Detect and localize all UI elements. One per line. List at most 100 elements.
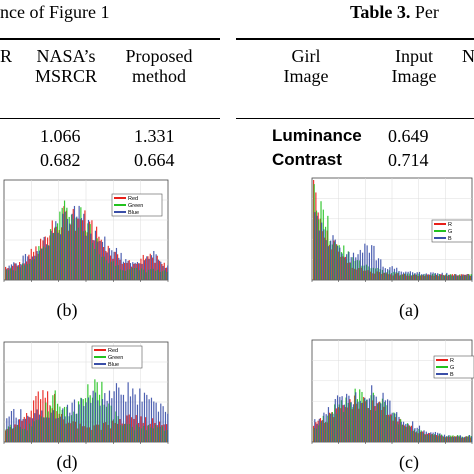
red-bar xyxy=(424,434,426,442)
blue-bar xyxy=(448,435,450,442)
blue-bar xyxy=(462,437,464,442)
blue-bar xyxy=(427,274,430,280)
red-bar xyxy=(72,208,74,280)
left-table-cell: 1.066 xyxy=(40,126,81,146)
blue-bar xyxy=(314,212,316,280)
blue-bar xyxy=(143,392,146,442)
green-bar xyxy=(450,274,452,280)
blue-bar xyxy=(402,421,405,442)
blue-bar xyxy=(120,394,122,442)
blue-bar xyxy=(118,387,120,442)
blue-bar xyxy=(94,230,97,280)
red-bar xyxy=(390,274,392,280)
green-bar xyxy=(381,269,384,280)
green-bar xyxy=(370,268,372,280)
blue-bar xyxy=(443,275,446,280)
blue-bar xyxy=(334,239,336,280)
red-bar xyxy=(454,274,456,280)
blue-bar xyxy=(43,237,45,280)
green-bar xyxy=(381,398,384,442)
blue-bar xyxy=(430,432,432,442)
red-bar xyxy=(363,270,365,280)
red-bar xyxy=(456,435,458,442)
legend-entry: G xyxy=(448,229,452,235)
blue-bar xyxy=(122,261,125,280)
blue-bar xyxy=(20,264,22,280)
green-bar xyxy=(377,404,379,442)
blue-bar xyxy=(446,272,448,280)
blue-bar xyxy=(343,404,345,442)
green-bar xyxy=(140,268,143,280)
green-bar xyxy=(331,244,334,280)
green-bar xyxy=(468,274,470,280)
red-bar xyxy=(149,253,151,280)
legend-entry: B xyxy=(450,372,454,378)
blue-bar xyxy=(162,406,164,442)
blue-bar xyxy=(409,427,411,442)
green-bar xyxy=(402,274,404,280)
green-bar xyxy=(340,252,343,280)
red-bar xyxy=(454,436,456,442)
red-bar xyxy=(369,271,372,280)
green-bar xyxy=(340,400,343,442)
blue-bar xyxy=(113,391,115,442)
blue-bar xyxy=(462,274,464,280)
red-bar xyxy=(324,237,326,280)
blue-bar xyxy=(94,392,97,442)
blue-bar xyxy=(153,401,155,442)
blue-bar xyxy=(323,229,325,280)
green-bar xyxy=(61,409,63,442)
blue-bar xyxy=(36,409,38,442)
blue-bar xyxy=(127,260,129,280)
blue-bar xyxy=(336,245,339,280)
blue-bar xyxy=(160,261,162,280)
blue-bar xyxy=(57,417,59,442)
blue-bar xyxy=(373,395,375,442)
red-bar xyxy=(394,417,397,442)
green-bar xyxy=(154,424,157,442)
right-table-caption-label: Table 3. xyxy=(350,2,411,22)
left-table-caption: nce of Figure 1 xyxy=(0,2,110,22)
legend-entry: Green xyxy=(128,203,143,209)
blue-bar xyxy=(13,408,15,442)
left-table-cell: 0.664 xyxy=(134,150,175,170)
blue-bar xyxy=(6,268,8,280)
red-bar xyxy=(322,419,324,442)
blue-bar xyxy=(323,412,325,442)
legend-entry: Blue xyxy=(128,210,139,216)
green-bar xyxy=(409,425,411,442)
blue-bar xyxy=(136,261,139,280)
blue-bar xyxy=(357,401,359,442)
red-bar xyxy=(326,422,328,442)
blue-bar xyxy=(359,400,361,442)
blue-bar xyxy=(43,417,45,442)
blue-bar xyxy=(22,255,24,280)
red-bar xyxy=(360,403,362,442)
blue-bar xyxy=(377,258,380,280)
blue-bar xyxy=(17,419,20,442)
blue-bar xyxy=(50,412,52,442)
green-bar xyxy=(463,437,465,442)
blue-bar xyxy=(160,403,162,442)
red-bar xyxy=(338,407,340,442)
red-bar xyxy=(79,423,81,442)
blue-bar xyxy=(375,260,377,280)
blue-bar xyxy=(41,410,43,442)
red-bar xyxy=(433,435,435,442)
blue-bar xyxy=(412,272,414,280)
blue-bar xyxy=(441,435,443,442)
green-bar xyxy=(397,424,399,442)
blue-bar xyxy=(66,218,69,280)
blue-bar xyxy=(466,436,468,442)
blue-bar xyxy=(423,273,425,280)
blue-bar xyxy=(359,249,361,280)
blue-bar xyxy=(464,436,466,442)
blue-bar xyxy=(8,416,10,442)
blue-bar xyxy=(29,417,31,442)
blue-bar xyxy=(157,259,160,280)
blue-bar xyxy=(157,411,160,442)
red-bar xyxy=(353,268,356,280)
red-bar xyxy=(363,397,365,442)
green-bar xyxy=(40,248,42,280)
blue-bar xyxy=(402,272,405,280)
